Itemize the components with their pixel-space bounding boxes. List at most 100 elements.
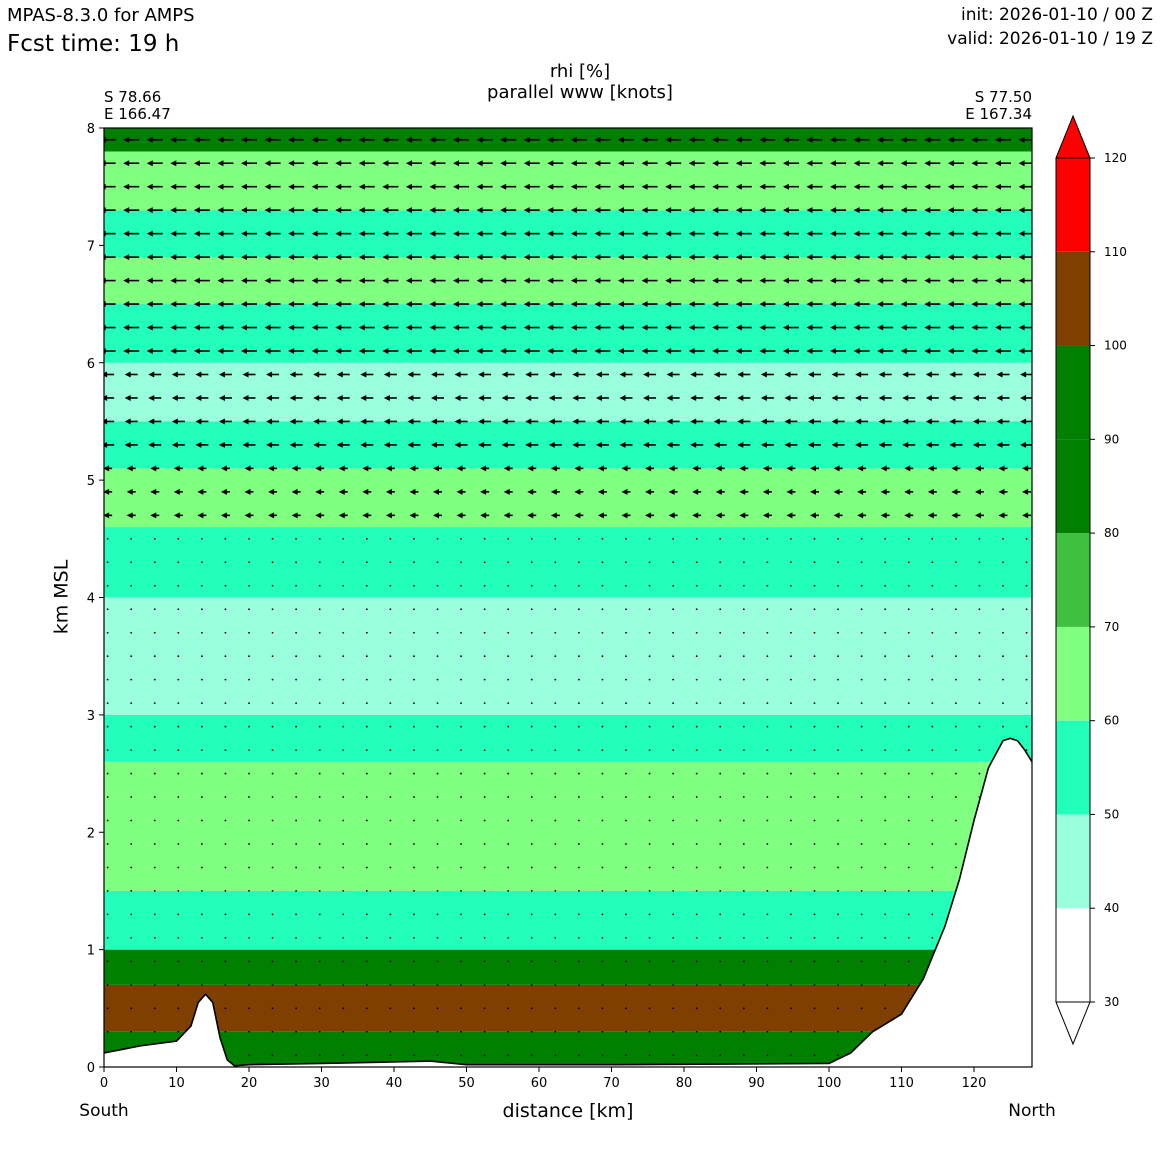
calm-dot: [271, 702, 274, 705]
calm-dot: [907, 702, 910, 705]
calm-dot: [790, 561, 792, 564]
calm-dot: [153, 655, 156, 658]
wind-arrowhead: [170, 136, 177, 143]
calm-dot: [907, 631, 910, 634]
calm-dot: [224, 866, 227, 869]
calm-dot: [860, 796, 863, 798]
wind-arrowhead: [570, 348, 577, 355]
calm-dot: [884, 655, 887, 658]
wind-arrowhead: [289, 441, 296, 448]
wind-arrowhead: [782, 230, 789, 237]
calm-dot: [625, 960, 627, 963]
calm-dot: [790, 866, 792, 869]
calm-dot: [742, 584, 745, 587]
calm-dot: [931, 796, 934, 798]
wind-arrowhead: [759, 324, 766, 331]
wind-arrowhead: [668, 488, 675, 495]
wind-arrowhead: [595, 441, 602, 448]
calm-dot: [672, 702, 675, 705]
calm-dot: [342, 631, 345, 634]
calm-dot: [177, 584, 180, 587]
wind-arrowhead: [786, 512, 793, 519]
calm-dot: [413, 1030, 415, 1033]
calm-dot: [907, 960, 910, 963]
calm-dot: [884, 537, 887, 540]
calm-dot: [177, 983, 180, 986]
calm-dot: [507, 796, 510, 798]
wind-arrowhead: [688, 254, 695, 261]
calm-dot: [577, 772, 580, 775]
calm-dot: [978, 608, 981, 611]
calm-dot: [719, 655, 722, 658]
wind-arrowhead: [218, 394, 225, 401]
calm-dot: [177, 772, 180, 775]
wind-arrowhead: [618, 348, 624, 355]
wind-arrowhead: [405, 207, 412, 214]
wind-arrowhead: [268, 465, 275, 472]
colorbar-tick-label: 100: [1104, 339, 1127, 353]
calm-dot: [436, 866, 439, 869]
calm-dot: [554, 584, 557, 587]
wind-arrowhead: [171, 418, 178, 425]
x-axis-ticks: 0 10 20 30 40 50 60 70 80 90 100 110 120: [100, 1067, 986, 1091]
calm-dot: [413, 772, 415, 775]
wind-arrowhead: [358, 160, 365, 167]
calm-dot: [907, 561, 910, 564]
calm-dot: [389, 890, 392, 892]
wind-arrowhead: [665, 183, 672, 190]
calm-dot: [813, 631, 816, 634]
wind-arrowhead: [217, 207, 224, 214]
calm-dot: [554, 655, 557, 658]
wind-arrowhead: [241, 230, 247, 237]
calm-dot: [342, 936, 345, 939]
calm-dot: [342, 1007, 345, 1010]
calm-dot: [907, 983, 910, 986]
wind-arrowhead: [806, 301, 813, 308]
wind-arrowhead: [405, 348, 412, 355]
calm-dot: [931, 678, 934, 681]
calm-dot: [295, 749, 298, 751]
wind-arrowhead: [784, 394, 791, 401]
calm-dot: [719, 1030, 722, 1033]
calm-dot: [577, 819, 580, 822]
wind-arrowhead: [217, 136, 224, 143]
left-direction-label: South: [79, 1101, 129, 1121]
wind-arrowhead: [594, 230, 601, 237]
calm-dot: [507, 936, 510, 939]
calm-dot: [248, 631, 250, 634]
wind-arrowhead: [453, 254, 460, 261]
calm-dot: [1025, 584, 1028, 587]
wind-arrowhead: [998, 512, 1005, 519]
wind-arrowhead: [242, 371, 249, 378]
wind-arrowhead: [523, 136, 530, 143]
wind-arrowhead: [453, 136, 460, 143]
calm-dot: [295, 936, 298, 939]
calm-dot: [365, 678, 368, 681]
calm-dot: [530, 749, 533, 751]
calm-dot: [200, 608, 203, 611]
calm-dot: [625, 913, 627, 916]
calm-dot: [200, 772, 203, 775]
calm-dot: [884, 702, 887, 705]
calm-dot: [884, 561, 887, 564]
calm-dot: [483, 796, 486, 798]
calm-dot: [907, 772, 910, 775]
calm-dot: [672, 608, 675, 611]
calm-dot: [436, 561, 439, 564]
wind-arrowhead: [476, 230, 483, 237]
calm-dot: [695, 749, 698, 751]
calm-dot: [884, 866, 887, 869]
calm-dot: [271, 1054, 274, 1057]
x-axis-label: distance [km]: [502, 1100, 634, 1122]
wind-arrowhead: [900, 348, 907, 355]
calm-dot: [483, 655, 486, 658]
calm-dot: [837, 843, 839, 845]
wind-arrowhead: [570, 183, 577, 190]
wind-arrowhead: [547, 207, 554, 214]
calm-dot: [601, 890, 604, 892]
calm-dot: [436, 608, 439, 611]
calm-dot: [130, 655, 133, 658]
wind-arrowhead: [358, 183, 365, 190]
calm-dot: [601, 819, 604, 822]
wind-arrowhead: [315, 512, 322, 519]
